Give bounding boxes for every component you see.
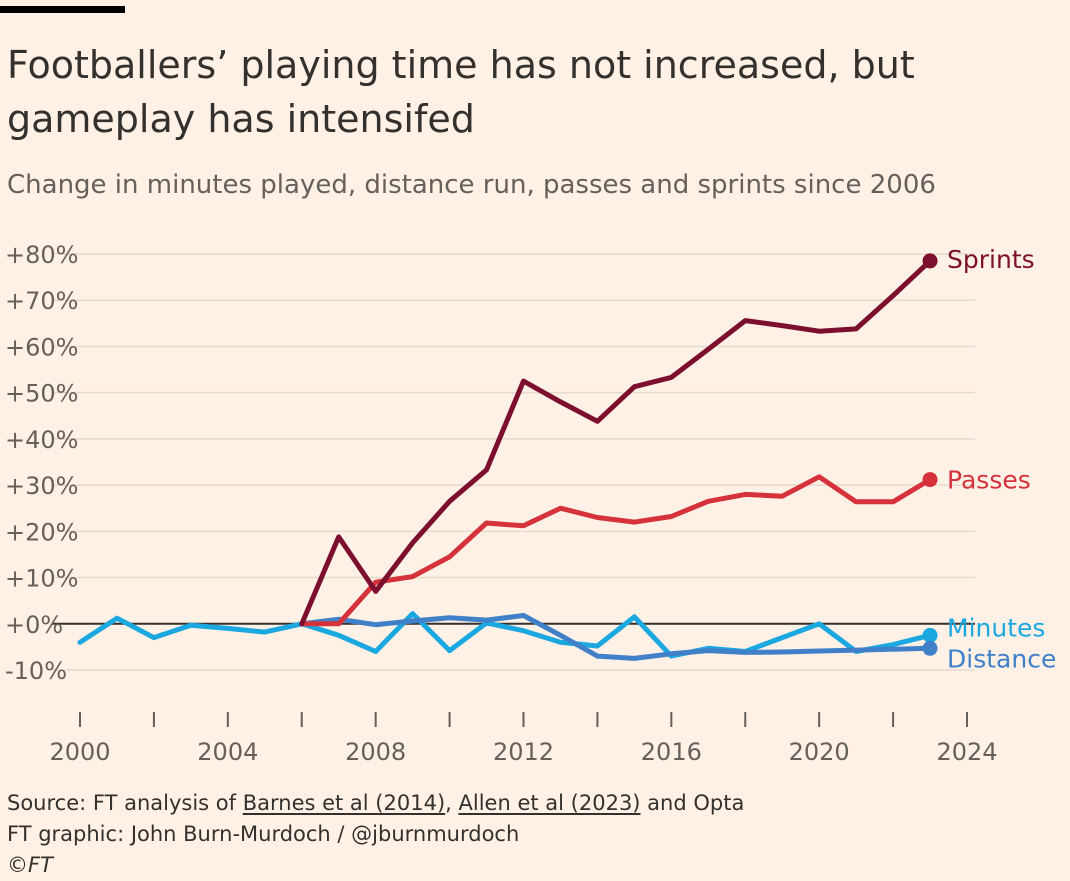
source-link-allen[interactable]: Allen et al (2023): [458, 791, 641, 815]
y-tick-label: +30%: [5, 472, 78, 500]
source-line: Source: FT analysis of Barnes et al (201…: [7, 788, 744, 819]
chart-title: Footballers’ playing time has not increa…: [7, 43, 915, 141]
source-suffix: and Opta: [640, 791, 745, 815]
x-tick-label: 2016: [641, 738, 702, 766]
x-axis: 2000 2004 2008 2012 2016 2020 2024: [49, 712, 998, 766]
end-point-minutes: [922, 627, 938, 643]
chart-footer: Source: FT analysis of Barnes et al (201…: [7, 788, 744, 881]
y-tick-label: +20%: [5, 518, 78, 546]
end-point-passes: [922, 472, 938, 488]
chart-subtitle: Change in minutes played, distance run, …: [7, 170, 936, 200]
y-tick-label: +0%: [5, 611, 63, 639]
series-lines: [77, 258, 933, 661]
source-separator: ,: [445, 791, 459, 815]
copyright: ©FT: [7, 853, 53, 877]
x-tick-label: 2000: [49, 738, 110, 766]
series-label-distance: Distance: [947, 644, 1056, 673]
source-prefix: Source: FT analysis of: [7, 791, 243, 815]
series-line-sprints: [299, 258, 933, 627]
series-label-minutes: Minutes: [947, 613, 1045, 642]
y-tick-label: +40%: [5, 426, 78, 454]
grid-lines: [52, 253, 975, 671]
x-tick-label: 2008: [345, 738, 406, 766]
x-tick-label: 2012: [493, 738, 554, 766]
series-line-passes: [299, 474, 933, 627]
y-tick-label: +10%: [5, 565, 78, 593]
series-line-minutes: [77, 611, 933, 659]
series-label-passes: Passes: [947, 466, 1031, 495]
y-tick-label: +70%: [5, 287, 78, 315]
y-tick-label: +50%: [5, 380, 78, 408]
end-point-distance: [922, 640, 938, 656]
line-chart: -10%+0%+10%+20%+30%+40%+50%+60%+70%+80% …: [5, 241, 1056, 766]
series-end-points: [922, 253, 938, 656]
ft-brand-bar: [0, 6, 125, 13]
series-line-distance: [299, 613, 933, 661]
series-label-sprints: Sprints: [947, 245, 1035, 274]
x-tick-label: 2024: [936, 738, 997, 766]
y-tick-label: +80%: [5, 241, 78, 269]
credit-line: FT graphic: John Burn-Murdoch / @jburnmu…: [7, 822, 520, 846]
y-tick-label: +60%: [5, 333, 78, 361]
y-tick-label: -10%: [5, 657, 67, 685]
x-tick-label: 2020: [789, 738, 850, 766]
x-tick-label: 2004: [197, 738, 258, 766]
end-point-sprints: [922, 253, 938, 269]
source-link-barnes[interactable]: Barnes et al (2014): [242, 791, 446, 815]
y-tick-labels: -10% +0% +10% +20% +30% +40% +50% +60% +70% +80%: [5, 241, 78, 685]
